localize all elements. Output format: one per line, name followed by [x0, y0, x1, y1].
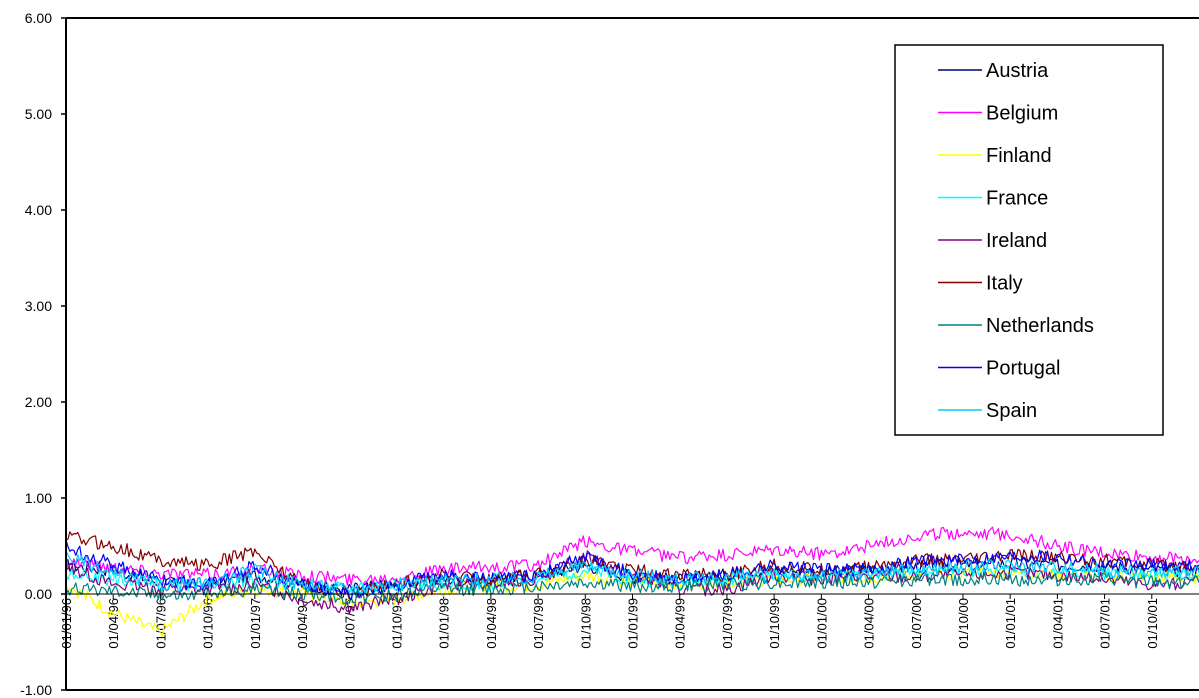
x-tick-label: 01/10/98 — [578, 598, 593, 649]
x-tick-label: 01/07/99 — [720, 598, 735, 649]
series-lines — [65, 526, 1199, 638]
series-line-netherlands — [65, 572, 1199, 605]
x-tick-label: 01/01/97 — [248, 598, 263, 649]
y-axis-ticks: 6.00 5.00 4.00 3.00 2.00 1.00 0.00 -1.00 — [20, 10, 66, 698]
x-tick-label: 01/07/00 — [909, 598, 924, 649]
x-tick-label: 01/01/99 — [626, 598, 641, 649]
x-tick-label: 01/04/00 — [862, 598, 877, 649]
x-tick-label: 01/04/98 — [484, 598, 499, 649]
y-tick-label: 6.00 — [25, 10, 52, 26]
y-tick-label: 4.00 — [25, 202, 52, 218]
y-tick-label: 5.00 — [25, 106, 52, 122]
x-tick-label: 01/10/01 — [1145, 598, 1160, 649]
x-tick-label: 01/07/98 — [531, 598, 546, 649]
legend-label-portugal: Portugal — [986, 358, 1061, 380]
x-axis-ticks: 01/01/9601/04/9601/07/9601/10/9601/01/97… — [59, 594, 1160, 649]
x-tick-label: 01/10/97 — [389, 598, 404, 649]
x-tick-label: 01/07/96 — [153, 598, 168, 649]
series-line-italy — [65, 531, 1199, 600]
legend-label-finland: Finland — [986, 145, 1052, 167]
x-tick-label: 01/01/01 — [1003, 598, 1018, 649]
x-tick-label: 01/01/00 — [814, 598, 829, 649]
legend: Austria Belgium Finland France Ireland Italy N… — [894, 44, 1164, 436]
y-tick-label: 2.00 — [25, 394, 52, 410]
x-tick-label: 01/07/01 — [1098, 598, 1113, 649]
y-tick-label: 0.00 — [25, 586, 52, 602]
x-tick-label: 01/04/99 — [673, 598, 688, 649]
x-tick-label: 01/04/96 — [106, 598, 121, 649]
x-tick-label: 01/01/98 — [437, 598, 452, 649]
x-tick-label: 01/04/01 — [1050, 598, 1065, 649]
x-tick-label: 01/10/99 — [767, 598, 782, 649]
legend-label-austria: Austria — [986, 60, 1049, 82]
series-line-spain — [65, 550, 1199, 595]
x-tick-label: 01/04/97 — [295, 598, 310, 649]
legend-label-ireland: Ireland — [986, 230, 1047, 252]
x-tick-label: 01/10/00 — [956, 598, 971, 649]
legend-label-italy: Italy — [986, 273, 1023, 295]
y-tick-label: 1.00 — [25, 490, 52, 506]
series-line-portugal — [65, 539, 1199, 601]
legend-label-belgium: Belgium — [986, 103, 1058, 125]
legend-label-france: France — [986, 188, 1048, 210]
legend-label-spain: Spain — [986, 400, 1037, 422]
x-tick-label: 01/10/96 — [201, 598, 216, 649]
y-tick-label: -1.00 — [20, 682, 52, 698]
y-tick-label: 3.00 — [25, 298, 52, 314]
legend-label-netherlands: Netherlands — [986, 315, 1094, 337]
